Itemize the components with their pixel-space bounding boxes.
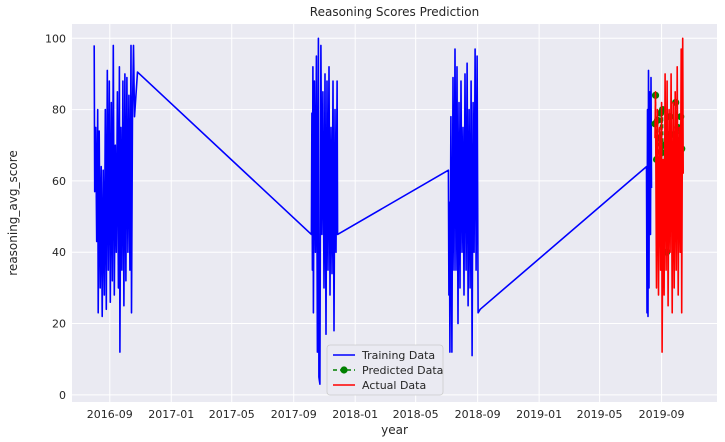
x-tick-label: 2018-09 [455, 408, 501, 421]
x-tick-label: 2016-09 [87, 408, 133, 421]
x-tick-label: 2017-05 [209, 408, 255, 421]
x-tick-label: 2018-01 [332, 408, 378, 421]
series-line-actual [654, 37, 685, 353]
legend-label: Predicted Data [362, 364, 443, 377]
chart-title: Reasoning Scores Prediction [310, 5, 479, 19]
x-tick-label: 2017-09 [271, 408, 317, 421]
x-tick-label: 2019-05 [577, 408, 623, 421]
legend-label: Training Data [361, 349, 435, 362]
y-tick-label: 40 [52, 246, 66, 259]
series-line-training [93, 37, 653, 386]
grid-lines [72, 24, 717, 402]
series-layer [93, 37, 686, 386]
y-tick-label: 60 [52, 175, 66, 188]
legend-marker [340, 366, 348, 374]
x-tick-label: 2019-09 [639, 408, 685, 421]
x-tick-label: 2019-01 [516, 408, 562, 421]
legend-label: Actual Data [362, 379, 426, 392]
y-axis-label: reasoning_avg_score [6, 150, 20, 275]
legend: Training Data Predicted Data Actual Data [326, 344, 444, 396]
x-tick-label: 2017-01 [148, 408, 194, 421]
y-tick-label: 100 [45, 32, 66, 45]
plot-area [72, 24, 717, 402]
x-tick-label: 2018-05 [393, 408, 439, 421]
y-tick-label: 0 [59, 389, 66, 402]
legend-box [326, 344, 444, 396]
y-tick-label: 80 [52, 104, 66, 117]
y-tick-label: 20 [52, 318, 66, 331]
tick-labels: 0 20 40 60 80 100 2016-09 2017-01 2017-05 2017-09… [45, 32, 685, 421]
x-axis-label: year [381, 423, 408, 437]
